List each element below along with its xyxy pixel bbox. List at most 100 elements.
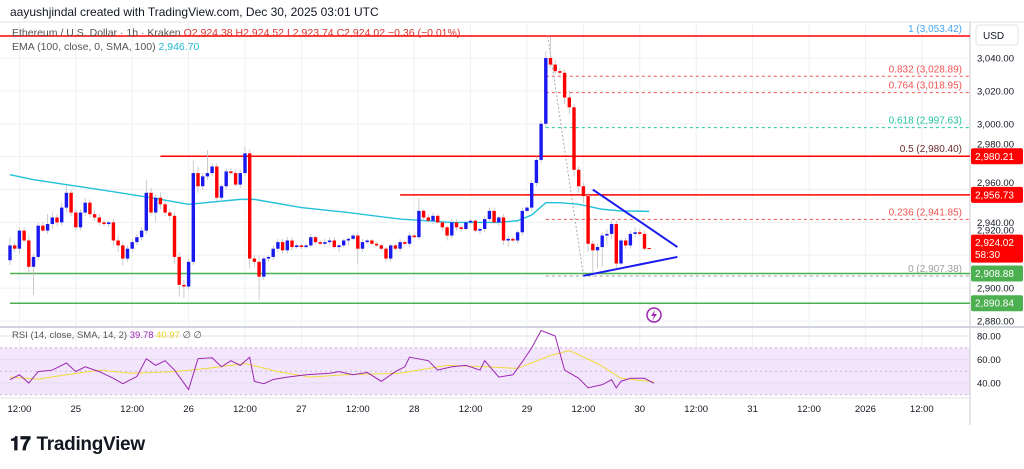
- rsi-extra: ∅ ∅: [182, 330, 202, 341]
- price-badge: [971, 148, 1023, 165]
- candle: [450, 219, 454, 239]
- rsi-axis-label: 60.00: [977, 355, 1001, 366]
- candle: [628, 230, 633, 249]
- candle-body: [201, 176, 205, 187]
- candle-body: [60, 207, 64, 223]
- candle-body: [318, 242, 322, 244]
- candle-body: [64, 192, 69, 208]
- candle-body: [177, 256, 181, 285]
- fib-level-label: 0 (2,907.38): [908, 264, 962, 275]
- candle-body: [13, 245, 17, 249]
- candle-body: [642, 233, 647, 249]
- candle-body: [69, 192, 73, 213]
- candle-body: [210, 166, 214, 174]
- candle-body: [638, 232, 642, 234]
- candle-body: [233, 173, 238, 185]
- candle-body: [271, 248, 275, 257]
- candle: [436, 214, 440, 225]
- candle: [177, 251, 181, 297]
- candle-body: [454, 222, 459, 228]
- candle: [384, 247, 388, 262]
- candle: [407, 232, 412, 248]
- candle: [257, 255, 261, 300]
- time-axis-label: 12:00: [572, 404, 596, 415]
- candle: [102, 219, 106, 226]
- time-axis-label: 12:00: [797, 404, 821, 415]
- currency-button: [975, 24, 1019, 46]
- candle-body: [45, 224, 50, 231]
- lightning-icon: [646, 307, 662, 323]
- candle-body: [440, 222, 445, 228]
- tradingview-logo[interactable]: 𝟏𝟕 TradingView: [10, 434, 145, 456]
- last-price-badge: [971, 234, 1023, 263]
- price-badge: [971, 265, 1023, 282]
- candle-body: [595, 247, 600, 251]
- candle-body: [299, 245, 304, 248]
- rsi-label[interactable]: RSI (14, close, SMA, 14, 2): [12, 330, 128, 341]
- candle: [64, 186, 69, 213]
- candle-body: [421, 210, 426, 218]
- candle-body: [605, 233, 609, 236]
- candle: [45, 214, 50, 234]
- candle: [295, 243, 299, 249]
- candle: [421, 209, 426, 221]
- candle-body: [548, 58, 553, 65]
- candle: [595, 243, 600, 269]
- candle: [497, 215, 501, 226]
- candle-body: [393, 245, 398, 249]
- candle: [356, 232, 360, 264]
- candle-body: [591, 243, 595, 251]
- time-axis-label: 27: [296, 404, 307, 415]
- candle: [342, 238, 346, 248]
- candle-body: [139, 230, 144, 238]
- candle: [483, 215, 487, 233]
- rsi-sma-line: [9, 350, 654, 383]
- attribution-text: aayushjindal created with TradingView.co…: [10, 5, 379, 19]
- triangle-lower-line: [583, 255, 678, 277]
- candle-body: [224, 171, 228, 187]
- candle-body: [243, 153, 247, 174]
- candle-body: [276, 242, 280, 249]
- candle-body: [163, 204, 167, 213]
- candle: [445, 225, 449, 241]
- price-axis-label: 2,940.00: [977, 218, 1014, 229]
- candle: [487, 207, 492, 223]
- candle-body: [55, 217, 59, 223]
- candle: [83, 197, 87, 216]
- candle: [389, 243, 393, 262]
- candle-body: [586, 196, 590, 244]
- ema-label[interactable]: EMA (100, close, 0, SMA, 100): [12, 41, 156, 53]
- candle: [130, 238, 134, 252]
- candle: [553, 59, 557, 75]
- chart-legend: Ethereum / U.S. Dollar · 1h · Kraken O2,…: [12, 26, 460, 54]
- candle: [299, 243, 304, 249]
- candle: [144, 179, 148, 234]
- candle: [393, 243, 398, 251]
- candle-body: [417, 210, 421, 238]
- candle-body: [473, 220, 477, 231]
- symbol-label[interactable]: Ethereum / U.S. Dollar · 1h · Kraken: [12, 27, 181, 39]
- rsi-value: 39.78: [129, 330, 154, 341]
- candle-body: [379, 245, 383, 249]
- candle: [464, 220, 468, 231]
- candle-body: [553, 64, 557, 72]
- candle: [88, 199, 92, 218]
- candle-body: [581, 186, 586, 197]
- candle: [196, 166, 200, 193]
- candle-body: [374, 243, 379, 246]
- candle-body: [628, 233, 633, 246]
- candle-body: [158, 197, 163, 205]
- candle-body: [83, 202, 87, 213]
- candle: [219, 184, 224, 203]
- candle-body: [248, 153, 252, 259]
- candle: [191, 159, 195, 266]
- price-badge-text: 2,956.73: [975, 190, 1014, 201]
- fib-level-label: 1 (3,053.42): [908, 24, 962, 35]
- candle: [309, 233, 313, 248]
- candle-body: [323, 242, 327, 244]
- candle-body: [370, 240, 374, 244]
- candle-body: [619, 240, 623, 264]
- candle-body: [356, 235, 360, 249]
- candle-body: [36, 225, 40, 257]
